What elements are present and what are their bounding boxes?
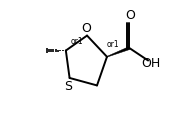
Text: O: O	[81, 22, 91, 35]
Text: or1: or1	[106, 40, 119, 49]
Text: S: S	[64, 80, 72, 93]
Text: or1: or1	[70, 37, 83, 46]
Text: O: O	[125, 9, 135, 22]
Polygon shape	[107, 47, 130, 57]
Text: OH: OH	[142, 57, 161, 70]
